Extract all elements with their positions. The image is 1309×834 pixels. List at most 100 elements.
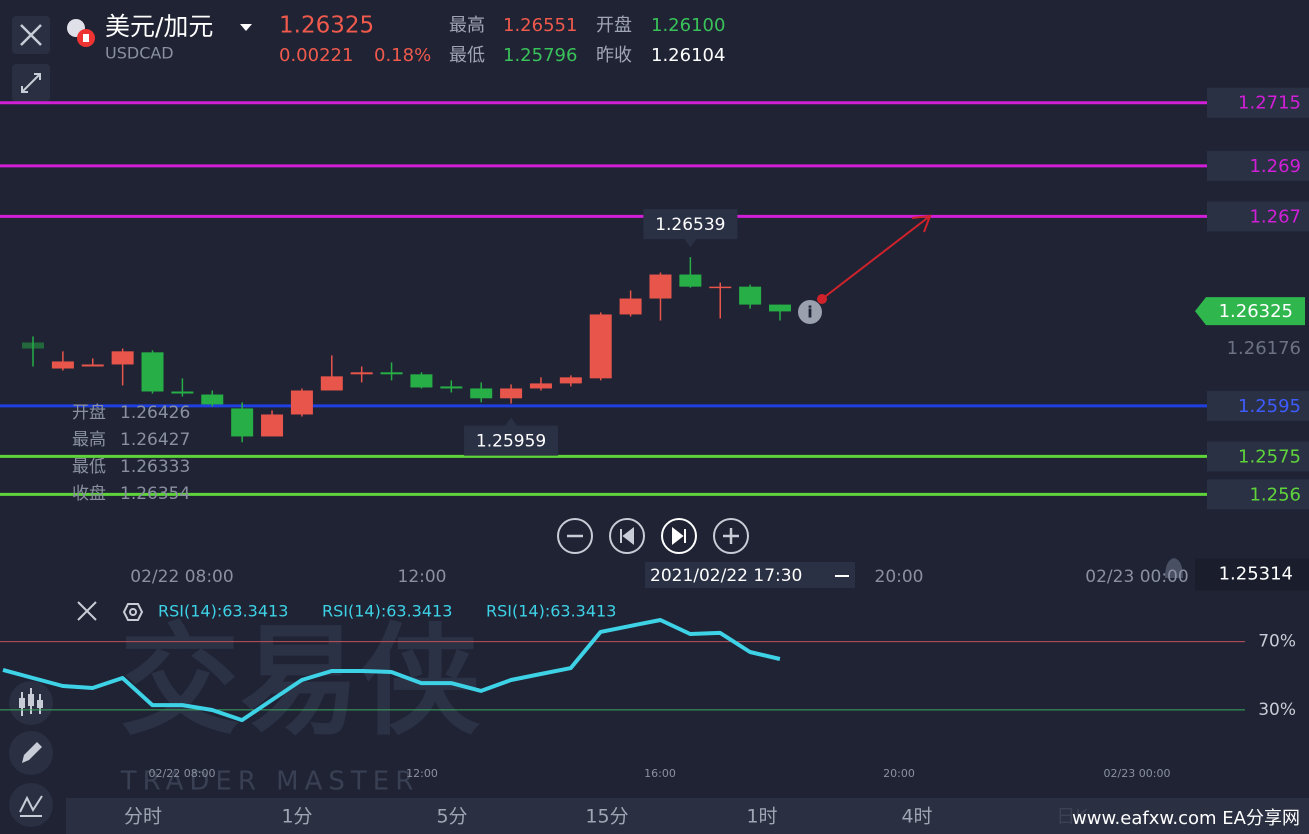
symbol-code: USDCAD <box>105 44 174 63</box>
price-label: 1.25314 <box>1219 564 1293 585</box>
stat-label: 最低 <box>449 45 485 66</box>
ohlc-value: 1.26426 <box>120 403 190 423</box>
high-callout-tip <box>684 239 697 248</box>
indicator-label: RSI(14):63.3413 <box>486 602 616 621</box>
candle-body <box>679 274 702 287</box>
candle-body <box>410 374 433 388</box>
trend-arrow-head <box>911 214 932 233</box>
candle-body <box>500 388 523 399</box>
low-callout-label: 1.25959 <box>476 432 546 452</box>
ohlc-label: 最低 <box>72 457 106 477</box>
timeframe-tab[interactable]: 5分 <box>436 806 467 828</box>
symbol-name[interactable]: 美元/加元 <box>105 12 213 41</box>
low-callout <box>464 425 559 456</box>
level-label: 1.256 <box>1249 484 1301 505</box>
close-button[interactable] <box>12 16 50 54</box>
prev-button[interactable] <box>609 518 645 554</box>
candle-body <box>739 286 762 305</box>
x-tick-label: 20:00 <box>875 567 924 587</box>
level-tag <box>1207 441 1309 472</box>
level-label: 1.2715 <box>1238 93 1301 114</box>
pen-tool[interactable] <box>9 731 53 775</box>
candle-body <box>769 304 791 312</box>
trend-arrow-dot <box>817 294 827 304</box>
last-price-tag <box>1195 297 1305 326</box>
timeframe-tab[interactable]: 15分 <box>585 806 628 828</box>
stat-value: 1.26100 <box>651 15 725 36</box>
price-label: 1.26176 <box>1227 338 1301 359</box>
next-button[interactable] <box>661 518 697 554</box>
rsi-settings[interactable] <box>122 603 144 621</box>
high-callout-label: 1.26539 <box>655 215 725 235</box>
x-tick-label: 20:00 <box>883 767 915 780</box>
watermark-sub: TRADER MASTER <box>120 767 420 797</box>
level-label: 1.2575 <box>1238 446 1301 467</box>
timeframe-tab[interactable]: 1时 <box>746 806 777 828</box>
candle-body <box>470 388 493 399</box>
x-tick-label: 12:00 <box>398 567 447 587</box>
zoom-out-button[interactable] <box>557 518 593 554</box>
alert-icon[interactable] <box>1165 558 1183 578</box>
candle-body <box>141 352 164 392</box>
stat-value: 1.26104 <box>651 45 725 66</box>
x-tick-label: 02/22 08:00 <box>130 567 233 587</box>
candle-body <box>290 390 313 415</box>
candle-body <box>619 298 642 315</box>
symbol-dropdown[interactable] <box>240 24 252 31</box>
candle-body <box>529 383 552 389</box>
footer-text: www.eafxw.com EA分享网 <box>1072 808 1300 829</box>
info-icon[interactable] <box>798 300 822 324</box>
ohlc-value: 1.26427 <box>120 430 190 450</box>
zoom-in-button[interactable] <box>713 518 749 554</box>
level-label: 1.2595 <box>1238 396 1301 417</box>
indicator-label: RSI(14):63.3413 <box>158 602 288 621</box>
timeframe-tab[interactable]: 1分 <box>281 806 312 828</box>
timeframe-tab[interactable]: 4时 <box>901 806 932 828</box>
x-tick-label: 02/22 08:00 <box>149 767 216 780</box>
candle-body <box>559 377 582 384</box>
crosshair-tag <box>645 562 855 588</box>
footer-bg <box>1040 804 1309 834</box>
candle-body <box>111 351 134 365</box>
candle-body <box>51 361 74 369</box>
x-tick-label: 02/23 00:00 <box>1085 567 1188 587</box>
crosshair-label: 2021/02/22 17:30 <box>650 566 802 586</box>
info-icon-text: i <box>807 303 812 322</box>
candle-body <box>649 274 672 299</box>
stat-label: 最高 <box>449 15 485 36</box>
indicator-label: RSI(14):63.3413 <box>322 602 452 621</box>
change: 0.00221 <box>279 45 353 66</box>
candle-body <box>22 342 44 349</box>
candle-body <box>201 394 224 405</box>
candle-body <box>380 372 403 375</box>
candle-body <box>350 372 373 375</box>
level-label: 1.267 <box>1249 206 1301 227</box>
stat-label: 开盘 <box>596 15 632 36</box>
price: 1.26325 <box>279 13 374 39</box>
stat-value: 1.26551 <box>503 15 577 36</box>
ohlc-label: 最高 <box>72 430 106 450</box>
ohlc-value: 1.26333 <box>120 457 190 477</box>
timeframe-tab[interactable]: 分时 <box>124 806 162 828</box>
level-tag <box>1207 150 1309 181</box>
last-price-label: 1.26325 <box>1219 301 1293 322</box>
candle-tool[interactable] <box>9 681 53 725</box>
candle-body <box>171 391 194 394</box>
level-label: 1.269 <box>1249 156 1301 177</box>
level-tag <box>1207 390 1309 421</box>
high-callout <box>643 209 738 240</box>
candle-body <box>81 364 104 367</box>
trend-arrow <box>821 215 931 300</box>
level-tag <box>1207 479 1309 510</box>
collapse-button[interactable] <box>12 64 50 102</box>
line-tool[interactable] <box>9 783 53 827</box>
candle-body <box>709 286 732 289</box>
y-tick-label: 30% <box>1258 700 1296 720</box>
candle-body <box>440 386 463 389</box>
rsi-close[interactable] <box>77 601 97 621</box>
candle-body <box>231 408 254 437</box>
low-callout-tip <box>505 417 518 426</box>
ohlc-value: 1.26354 <box>120 484 190 504</box>
